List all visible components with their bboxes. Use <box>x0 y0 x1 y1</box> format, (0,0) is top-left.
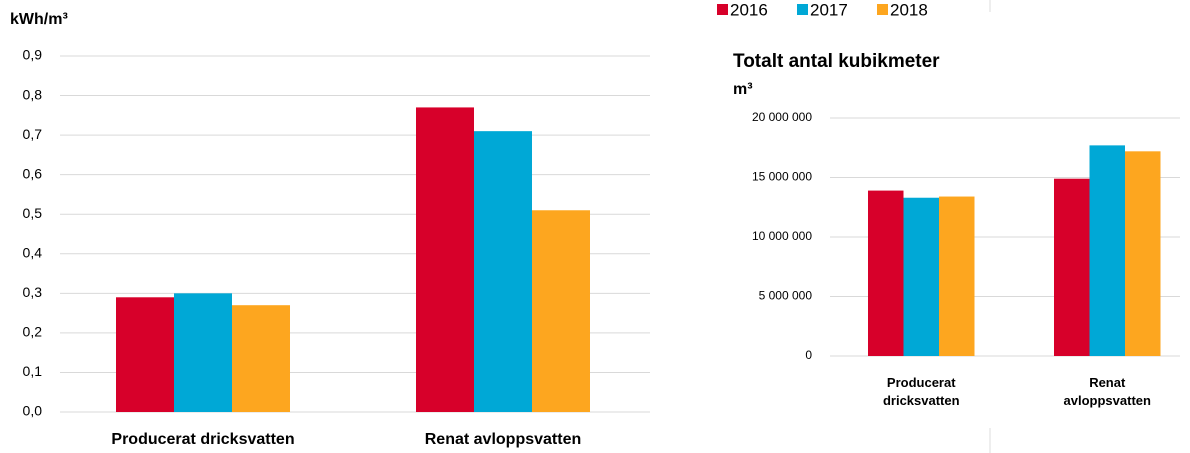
legend-label: 2016 <box>730 0 768 19</box>
bar <box>939 196 975 356</box>
y-axis-label: kWh/m³ <box>10 11 68 28</box>
bar <box>903 197 939 356</box>
y-axis-label: m³ <box>733 81 753 98</box>
bar <box>1054 178 1090 356</box>
y-tick-label: 0,3 <box>23 284 43 300</box>
y-tick-label: 0,5 <box>23 205 43 221</box>
y-tick-label: 0,2 <box>23 324 43 340</box>
chart-title: Totalt antal kubikmeter <box>733 51 940 72</box>
legend-label: 2017 <box>810 0 848 19</box>
y-tick-label: 20 000 000 <box>752 110 812 124</box>
x-tick-label: Producerat dricksvatten <box>882 375 960 408</box>
bar <box>416 107 474 412</box>
bar <box>232 305 290 412</box>
y-tick-label: 0,4 <box>23 244 43 260</box>
y-tick-label: 0 <box>805 348 812 362</box>
legend-label: 2018 <box>890 0 928 19</box>
y-tick-label: 0,9 <box>23 47 43 63</box>
bar <box>116 297 174 412</box>
bar <box>174 293 232 412</box>
bar <box>1125 151 1161 356</box>
bar <box>532 210 590 412</box>
y-tick-label: 10 000 000 <box>752 229 812 243</box>
bar <box>1089 145 1125 356</box>
y-tick-label: 0,0 <box>23 403 43 419</box>
legend-swatch <box>877 4 888 15</box>
legend-swatch <box>797 4 808 15</box>
x-tick-label: Renat avloppsvatten <box>425 431 581 448</box>
y-tick-label: 0,6 <box>23 165 43 181</box>
x-tick-label: Producerat dricksvatten <box>111 431 294 448</box>
y-tick-label: 5 000 000 <box>759 289 813 303</box>
legend-swatch <box>717 4 728 15</box>
bar <box>868 190 904 356</box>
y-tick-label: 0,8 <box>23 86 43 102</box>
y-tick-label: 0,7 <box>23 126 43 142</box>
y-tick-label: 0,1 <box>23 363 43 379</box>
y-tick-label: 15 000 000 <box>752 170 812 184</box>
bar <box>474 131 532 412</box>
x-tick-label: Renat avloppsvatten <box>1063 375 1151 408</box>
